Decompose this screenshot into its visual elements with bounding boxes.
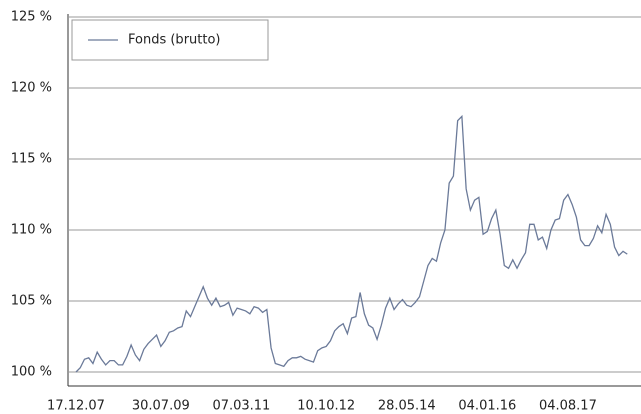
y-tick-label: 120 %: [11, 81, 52, 96]
line: [75, 114, 628, 373]
y-tick-label: 125 %: [11, 10, 52, 25]
x-tick-label: 10.10.12: [297, 399, 355, 414]
y-tick-label: 115 %: [11, 152, 52, 167]
x-tick-label: 07.03.11: [212, 399, 270, 414]
legend-label: Fonds (brutto): [128, 33, 221, 48]
y-tick-label: 110 %: [11, 223, 52, 238]
x-tick-label: 17.12.07: [47, 399, 105, 414]
x-tick-label: 28.05.14: [378, 399, 436, 414]
y-tick-label: 105 %: [11, 294, 52, 309]
x-tick-label: 30.07.09: [132, 399, 190, 414]
x-tick-label: 04.08.17: [539, 399, 597, 414]
y-tick-label: 100 %: [11, 365, 52, 380]
x-tick-label: 04.01.16: [458, 399, 516, 414]
